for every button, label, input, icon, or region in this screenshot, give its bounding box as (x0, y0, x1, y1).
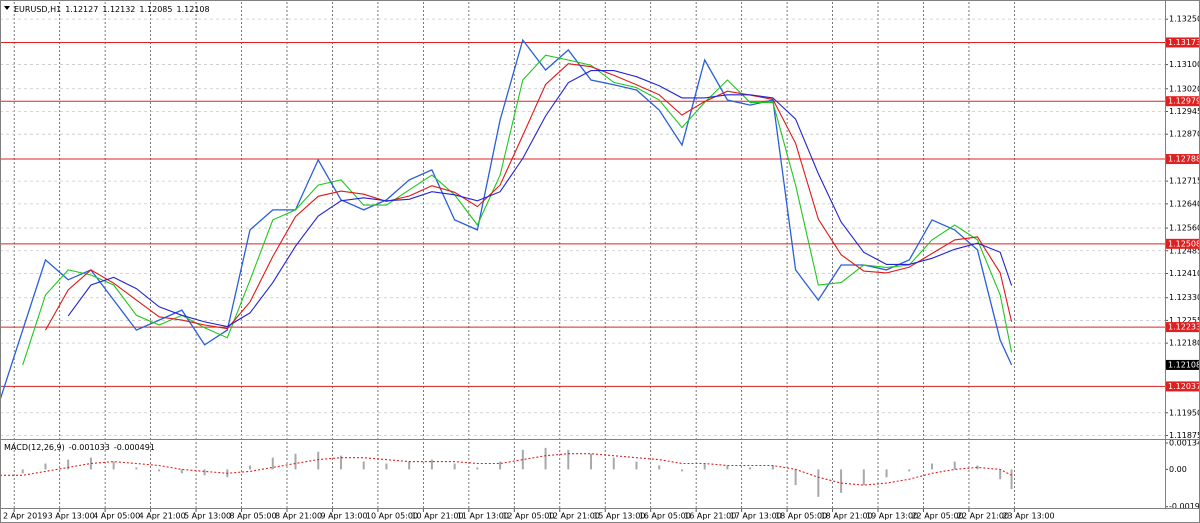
grid-layer (0, 2, 1168, 512)
level-label: 1.12788 (1168, 155, 1200, 164)
y-tick-label: 1.12180 (1169, 339, 1200, 348)
y-tick-label: 1.12255 (1169, 316, 1200, 325)
level-label: 1.12508 (1168, 239, 1200, 248)
level-label-box (1166, 381, 1199, 392)
level-label: 1.12979 (1168, 97, 1200, 106)
level-label: 1.12233 (1168, 323, 1200, 332)
level-label: 1.12037 (1168, 382, 1200, 391)
marks-layer (0, 38, 1165, 497)
x-tick-label: 2 Apr 2019 (3, 512, 47, 521)
y-tick-label: 1.12715 (1169, 177, 1200, 186)
y-tick-label: 1.11875 (1169, 431, 1200, 440)
dropdown-icon[interactable] (4, 6, 10, 10)
symbol-header: EURUSD,H1 1.12127 1.12132 1.12085 1.12108 (14, 5, 210, 14)
level-label-box (1166, 322, 1199, 333)
ohlc-value: 1.12085 (139, 5, 172, 14)
ohlc-value: 1.12132 (102, 5, 135, 14)
x-tick-label: 10 Apr 21:00 (411, 512, 463, 521)
x-tick-label: 17 Apr 13:00 (730, 512, 782, 521)
x-tick-label: 18 Apr 21:00 (821, 512, 873, 521)
y-tick-label: 1.12330 (1169, 293, 1200, 302)
symbol-title: EURUSD,H1 (14, 5, 61, 14)
x-tick-label: 10 Apr 05:00 (366, 512, 418, 521)
macd-value: -0.000491 (114, 443, 155, 452)
x-tick-label: 22 Apr 05:00 (911, 512, 963, 521)
x-tick-label: 12 Apr 21:00 (548, 512, 600, 521)
x-tick-label: 9 Apr 13:00 (320, 512, 367, 521)
series-line (67, 70, 1013, 328)
y-tick-label: -0.001904 (1169, 502, 1200, 511)
x-tick-label: 16 Apr 21:00 (684, 512, 736, 521)
x-tick-label: 4 Apr 21:00 (139, 512, 186, 521)
y-tick-label: 1.12560 (1169, 224, 1200, 233)
macd-header: MACD(12,26,9) -0.001033 -0.000491 (4, 443, 155, 452)
ohlc-value: 1.12127 (65, 5, 98, 14)
x-tick-label: 4 Apr 05:00 (93, 512, 140, 521)
y-tick-label: 1.11950 (1169, 408, 1200, 417)
series-line (45, 63, 1013, 331)
x-tick-label: 16 Apr 05:00 (639, 512, 691, 521)
y-tick-label: 1.13100 (1169, 60, 1200, 69)
y-tick-label: 0.001347 (1169, 439, 1200, 448)
x-tick-label: 19 Apr 13:00 (866, 512, 918, 521)
x-tick-label: 11 Apr 13:00 (457, 512, 509, 521)
labels-layer: 2 Apr 2019 3 Apr 13:004 Apr 05:004 Apr 21… (3, 5, 1200, 521)
ohlc-value: 1.12108 (177, 5, 210, 14)
y-tick-label: 0.00 (1169, 465, 1187, 474)
level-label-box (1166, 96, 1199, 107)
x-tick-label: 15 Apr 13:00 (593, 512, 645, 521)
macd-title: MACD(12,26,9) (4, 443, 65, 452)
x-tick-label: 22 Apr 21:00 (957, 512, 1009, 521)
current-price-label: 1.12108 (1168, 360, 1200, 369)
y-tick-label: 1.13020 (1169, 84, 1200, 93)
level-label-box (1166, 238, 1199, 249)
x-tick-label: 3 Apr 13:00 (48, 512, 95, 521)
macd-value: -0.001033 (69, 443, 110, 452)
y-tick-label: 1.12485 (1169, 246, 1200, 255)
x-tick-label: 23 Apr 13:00 (1002, 512, 1054, 521)
y-tick-label: 1.12945 (1169, 107, 1200, 116)
y-tick-label: 1.12410 (1169, 269, 1200, 278)
y-tick-label: 1.12640 (1169, 199, 1200, 208)
level-label-box (1166, 154, 1199, 165)
level-label-box (1166, 37, 1199, 48)
series-line (22, 54, 1013, 366)
y-tick-label: 1.12870 (1169, 130, 1200, 139)
x-tick-label: 5 Apr 13:00 (184, 512, 231, 521)
series-line (0, 38, 1013, 401)
current-price-box (1166, 359, 1199, 370)
x-tick-label: 12 Apr 05:00 (502, 512, 554, 521)
x-tick-label: 18 Apr 05:00 (775, 512, 827, 521)
y-tick-label: 1.13250 (1169, 15, 1200, 24)
x-tick-label: 8 Apr 05:00 (230, 512, 277, 521)
level-label: 1.13173 (1168, 38, 1200, 47)
x-tick-label: 8 Apr 21:00 (275, 512, 322, 521)
